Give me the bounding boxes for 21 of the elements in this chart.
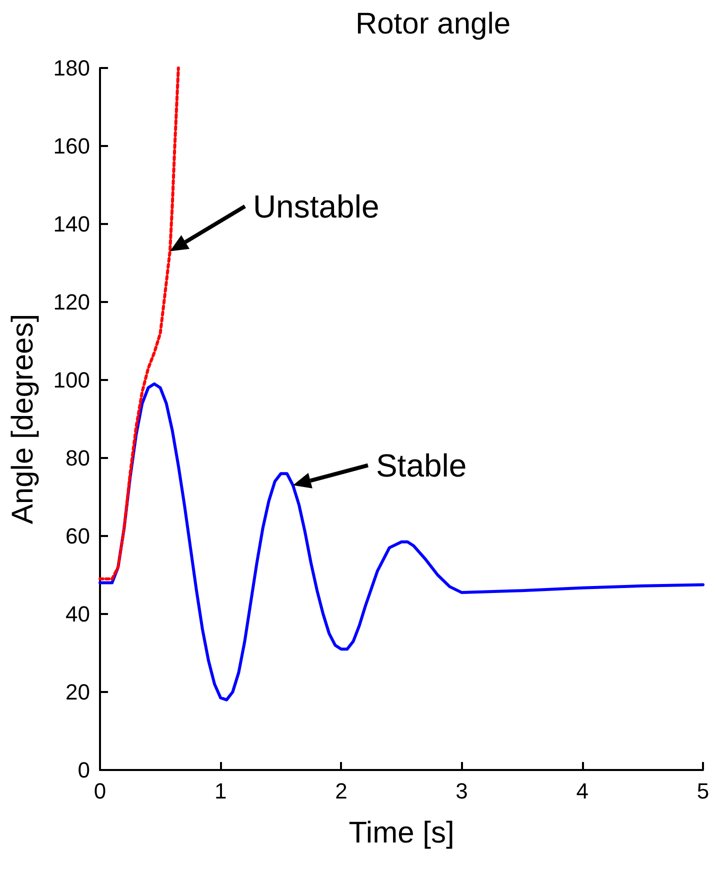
y-tick-label: 120 [53, 290, 90, 314]
y-tick-label: 20 [66, 680, 90, 704]
annotation: Stable [376, 447, 467, 484]
y-tick-label: 140 [53, 212, 90, 236]
y-tick-label: 0 [78, 758, 90, 782]
y-tick-label: 40 [66, 602, 90, 626]
chart-title: Rotor angle [355, 8, 511, 40]
y-axis-title: Angle [degrees] [6, 314, 40, 524]
x-tick-label: 0 [94, 778, 106, 804]
x-axis-title: Time [s] [348, 816, 454, 850]
y-tick-label: 100 [53, 368, 90, 392]
x-tick-label: 4 [576, 778, 589, 804]
x-tick-label: 5 [696, 778, 710, 804]
y-tick-label: 60 [66, 524, 90, 548]
y-tick-label: 80 [66, 446, 90, 470]
y-tick-label: 160 [53, 134, 90, 158]
x-tick-label: 2 [335, 778, 348, 804]
x-tick-label: 1 [214, 778, 227, 804]
annotation: Unstable [252, 188, 380, 224]
x-tick-label: 3 [456, 778, 468, 804]
y-tick-label: 180 [53, 56, 90, 80]
